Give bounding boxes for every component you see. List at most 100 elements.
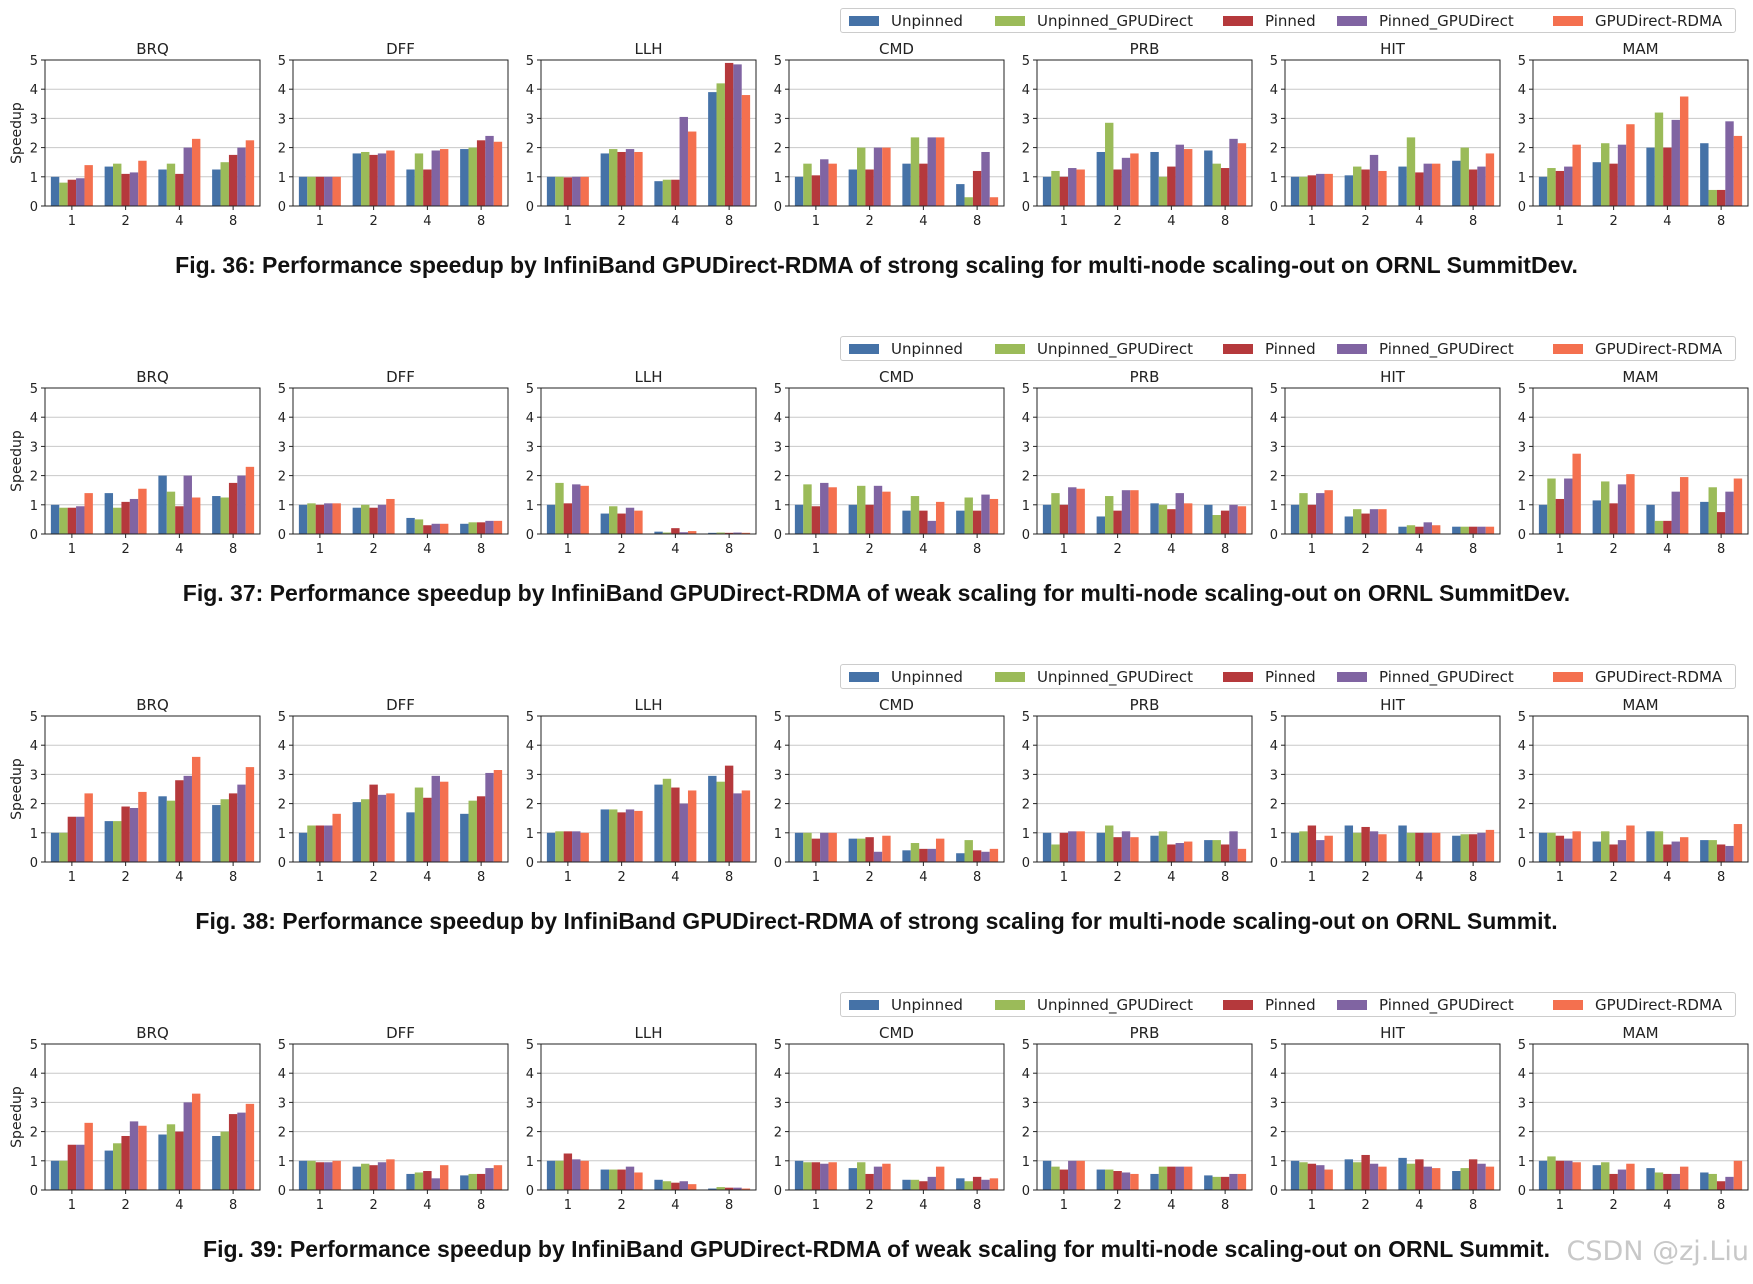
chart-legend: Unpinned Unpinned_GPUDirect Pinned Pinned_G… [840,336,1736,361]
bar [972,510,982,534]
legend-item: Pinned_GPUDirect [1337,996,1514,1014]
y-tick-label: 0 [526,856,534,871]
legend-item: GPUDirect-RDMA [1553,668,1722,686]
bar [873,485,883,534]
legend-item: GPUDirect-RDMA [1553,996,1722,1014]
x-tick-label: 1 [1060,214,1068,229]
panel-frame [292,59,509,207]
panel-title: LLH [635,696,663,714]
bar [572,1159,581,1190]
bar [1344,175,1354,206]
bar [1316,1165,1325,1190]
bar [803,163,812,206]
bar [1485,526,1495,534]
bar [183,1102,192,1190]
x-tick-label: 4 [423,542,431,557]
bar [1708,1173,1717,1190]
x-tick-label: 1 [812,542,820,557]
bar [1617,144,1627,206]
bar [741,532,751,534]
panel-title: CMD [879,368,914,386]
panel-title: HIT [1380,40,1406,58]
bar [687,790,697,862]
x-tick-label: 8 [725,1198,733,1213]
y-tick-label: 1 [30,1155,38,1170]
bar [1175,493,1184,534]
bar [1204,150,1213,206]
bar [546,1160,556,1190]
bar [138,488,147,534]
bar [1212,163,1221,206]
bar [468,522,477,534]
y-tick-label: 2 [774,470,782,485]
panel-cmd: CMD 0 1 2 3 4 5 1 2 4 8 [774,696,1005,885]
bar [352,802,362,862]
x-tick-label: 1 [1308,542,1316,557]
x-tick-label: 4 [1415,870,1423,885]
x-tick-label: 4 [919,1198,927,1213]
bar [671,787,680,862]
x-tick-label: 4 [919,214,927,229]
bar [439,149,449,206]
bar [927,137,936,206]
bar [1663,1173,1672,1190]
bar [121,501,130,534]
bar [1378,170,1387,206]
bar [1220,1176,1230,1190]
bar [733,1187,742,1190]
bar [1646,147,1655,206]
y-tick-label: 5 [1270,54,1278,69]
y-tick-label: 2 [278,1126,286,1141]
y-tick-label: 2 [1022,470,1030,485]
bar [352,1166,362,1190]
bar [625,809,635,862]
bar [431,150,440,206]
bar [1158,176,1168,206]
x-tick-label: 8 [973,214,981,229]
bar [1572,1162,1581,1190]
bar [1725,491,1734,534]
x-tick-label: 1 [1308,1198,1316,1213]
legend-swatch [1337,16,1367,26]
bar [1068,1160,1077,1190]
bar [1353,1162,1362,1190]
x-tick-label: 2 [121,870,129,885]
bar [361,1163,370,1190]
x-tick-label: 4 [1167,1198,1175,1213]
bar [104,821,114,862]
bar [964,197,973,206]
panel-dff: DFF 0 1 2 3 4 5 1 2 4 8 [278,696,509,885]
x-tick-label: 8 [1717,214,1725,229]
y-tick-label: 2 [278,470,286,485]
chart-legend: Unpinned Unpinned_GPUDirect Pinned Pinned_G… [840,992,1736,1017]
y-tick-label: 1 [526,827,534,842]
x-tick-label: 2 [369,870,377,885]
legend-label: Pinned_GPUDirect [1379,340,1514,358]
bar [1130,1173,1139,1190]
legend-item: Pinned_GPUDirect [1337,340,1514,358]
legend-swatch [995,16,1025,26]
bar [1547,168,1556,206]
panel-title: MAM [1622,368,1658,386]
bar [377,504,387,534]
bar [1324,490,1333,534]
x-tick-label: 1 [68,1198,76,1213]
panel-frame [788,715,1005,863]
panel-brq: BRQ 0 1 2 3 4 5 1 2 4 8 [30,696,261,885]
bar [1452,526,1461,534]
bar [237,147,246,206]
y-tick-label: 3 [1022,440,1030,455]
bar [555,1160,564,1190]
bar [634,510,643,534]
bar [1150,835,1159,862]
x-tick-label: 2 [865,214,873,229]
bar [634,810,643,862]
panel-frame [44,387,261,535]
bar [1538,176,1548,206]
x-tick-label: 4 [175,1198,183,1213]
legend-item: Unpinned_GPUDirect [995,12,1193,30]
bar [882,491,891,534]
bar [1121,490,1131,534]
bar [220,497,229,534]
figure-caption: Fig. 36: Performance speedup by InfiniBa… [175,252,1578,278]
